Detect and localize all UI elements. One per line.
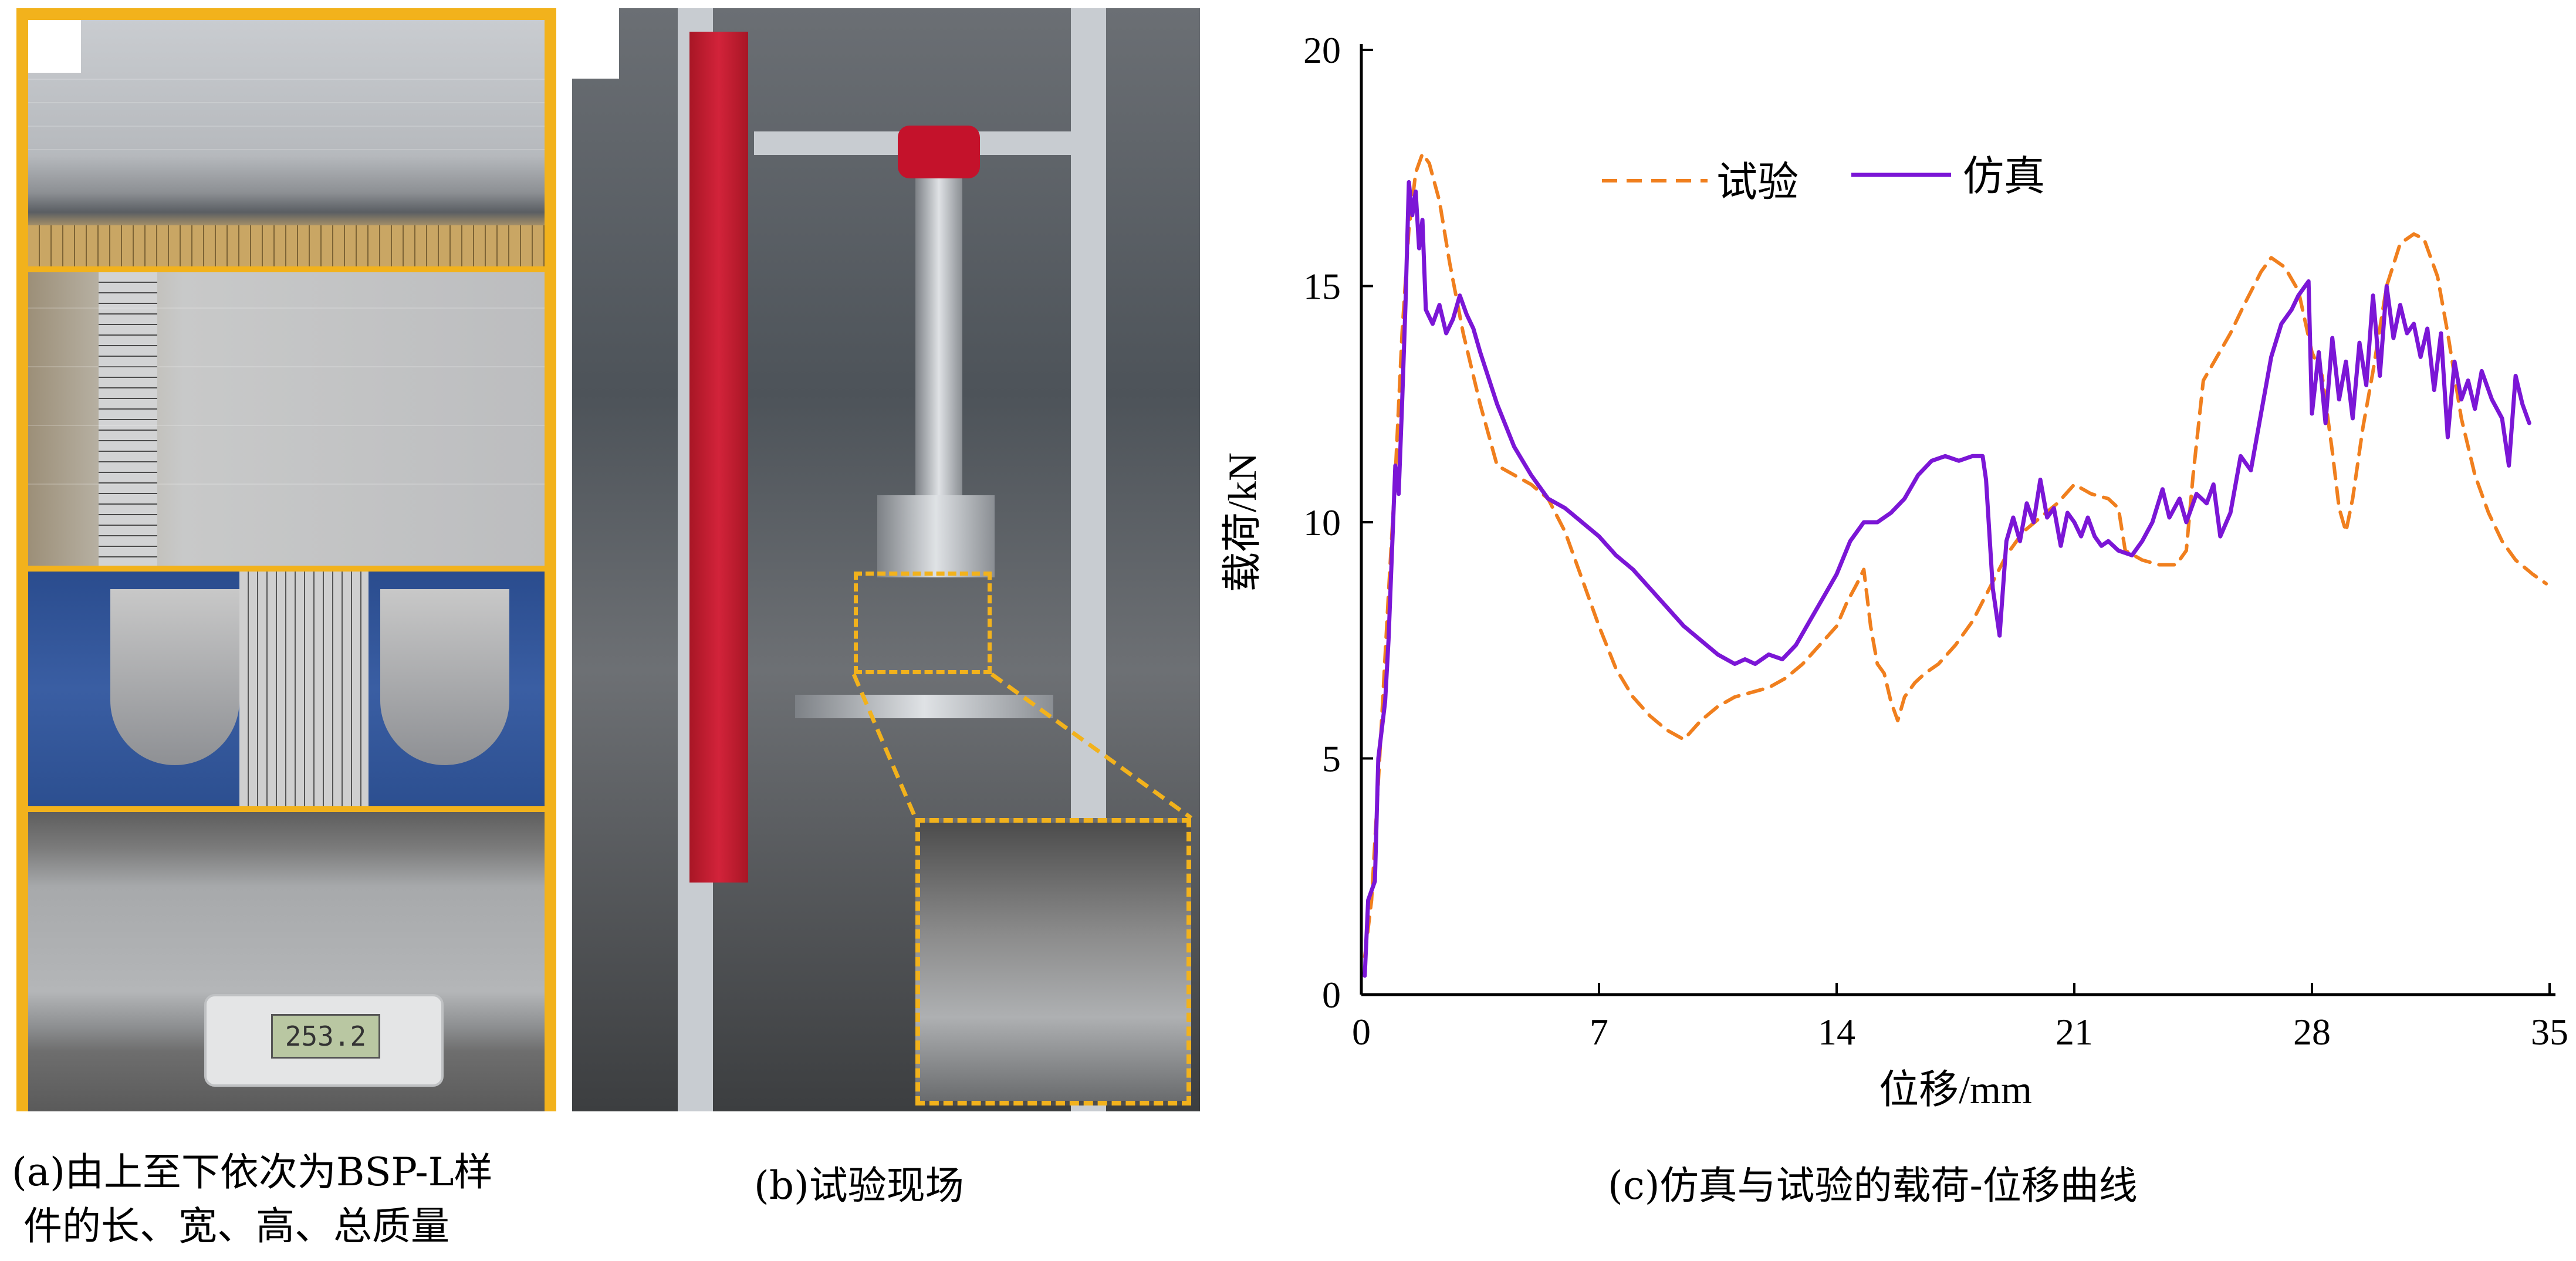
highlight-box xyxy=(854,572,992,674)
white-corner-mark xyxy=(572,8,619,79)
photo-specimen-length xyxy=(28,20,545,266)
photo-panel-specimen: 253.2 xyxy=(16,8,556,1111)
scale-reading: 253.2 xyxy=(271,1014,380,1059)
teardrop-cell xyxy=(110,589,239,765)
chart-axes: 0 7 14 21 28 35 0 5 10 15 20 位移/mm 载荷/kN xyxy=(1220,29,2568,1112)
legend-label-test: 试验 xyxy=(1716,160,1799,205)
x-tick-label: 28 xyxy=(2293,1011,2331,1053)
white-corner-mark xyxy=(28,20,81,73)
ruler-steel xyxy=(239,572,369,806)
teardrop-cell xyxy=(380,589,509,765)
x-axis-label: 位移/mm xyxy=(1879,1067,2032,1112)
y-tick-label: 0 xyxy=(1322,974,1341,1016)
chart-series xyxy=(1363,152,2548,978)
caption-a-line2: 件的长、宽、高、总质量 xyxy=(23,1203,449,1249)
load-cell xyxy=(898,126,980,178)
x-tick-label: 0 xyxy=(1352,1011,1371,1053)
machine-column-red xyxy=(689,32,748,883)
y-tick-label: 10 xyxy=(1303,502,1341,543)
load-displacement-chart: 0 7 14 21 28 35 0 5 10 15 20 位移/mm 载荷/kN 试验 仿真 xyxy=(1220,29,2568,1112)
photo-panel-test-site xyxy=(572,8,1200,1111)
y-tick-label: 5 xyxy=(1322,738,1341,780)
caption-c: (c)仿真与试验的载荷-位移曲线 xyxy=(1608,1163,2138,1208)
series-line-test xyxy=(1363,152,2548,959)
series-line-simulation xyxy=(1363,180,2531,978)
caption-b: (b)试验现场 xyxy=(754,1163,964,1208)
chart-legend: 试验 仿真 xyxy=(1602,154,2045,205)
photo-specimen-mass: 253.2 xyxy=(28,812,545,1111)
leader-lines xyxy=(851,672,1193,820)
machine-shaft xyxy=(915,178,962,507)
x-tick-label: 21 xyxy=(2056,1011,2093,1053)
photo-specimen-height xyxy=(28,572,545,806)
fixture-plate xyxy=(795,695,1053,718)
photo-specimen-width xyxy=(28,272,545,566)
x-tick-label: 7 xyxy=(1590,1011,1608,1053)
x-tick-label: 14 xyxy=(1818,1011,1855,1053)
ruler-vertical xyxy=(99,272,157,566)
legend-label-simulation: 仿真 xyxy=(1963,154,2045,200)
ruler-horizontal xyxy=(28,225,545,266)
inset-closeup xyxy=(915,818,1191,1106)
y-tick-label: 15 xyxy=(1303,266,1341,307)
y-tick-label: 20 xyxy=(1303,29,1341,71)
y-axis-label: 载荷/kN xyxy=(1220,452,1265,592)
digital-scale: 253.2 xyxy=(204,994,444,1087)
x-tick-label: 35 xyxy=(2531,1011,2568,1053)
caption-a-line1: (a)由上至下依次为BSP-L样 xyxy=(12,1150,493,1195)
fixture-upper xyxy=(877,495,995,577)
